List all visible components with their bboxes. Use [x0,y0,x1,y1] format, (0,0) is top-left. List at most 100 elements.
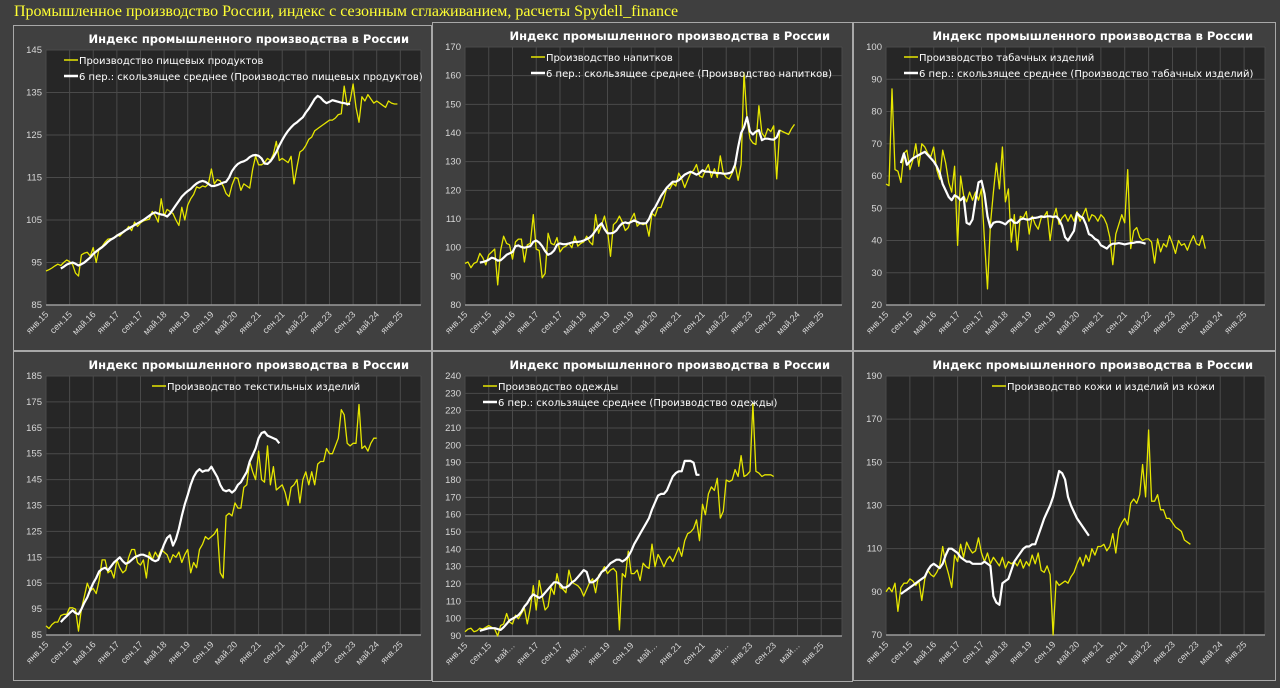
x-tick-label: май.24 [1197,309,1224,336]
y-tick-label: 120 [445,579,461,590]
y-tick-label: 200 [445,440,461,451]
y-tick-label: 70 [871,139,882,150]
chart-panel-food: янв.15 сен.15 май.16 янв.17 сен.17 май.18 янв.… [13,25,432,351]
x-tick-label: май.16 [490,309,517,336]
legend-label: Производство пищевых продуктов [79,56,264,67]
y-tick-label: 135 [26,88,42,99]
x-tick-label: сен.23 [331,639,357,665]
x-tick-label: сен.23 [1175,309,1201,335]
chart-panel-textiles: янв.15 сен.15 май.16 янв.17 сен.17 май.18 янв.… [13,351,432,681]
x-tick-label: май.20 [212,639,239,666]
x-tick-label: сен.23 [752,309,778,335]
plot-area [465,47,842,305]
y-tick-label: 130 [445,157,461,168]
x-tick-label: сен.15 [888,309,914,335]
y-tick-label: 190 [445,458,461,469]
x-tick-label: сен.15 [888,639,914,665]
y-tick-label: 90 [871,587,882,598]
y-tick-label: 95 [31,258,42,269]
x-tick-label: янв.21 [657,309,683,335]
y-tick-label: 165 [26,423,42,434]
y-tick-label: 125 [26,526,42,537]
x-tick-label: янв.25 [799,309,825,335]
x-tick-label: сен.15 [467,309,493,335]
x-tick-label: сен.17 [119,639,145,665]
x-tick-label: май.22 [283,639,310,666]
x-tick-label: янв.25 [1222,309,1248,335]
x-tick-label: сен.19 [190,309,216,335]
chart-title: Индекс промышленного производства в Росс… [510,29,830,43]
x-tick-label: янв.23 [308,309,334,335]
x-tick-label: янв.17 [514,640,540,666]
x-tick-label: май.16 [911,309,938,336]
chart-panel-beverages: янв.15 сен.15 май.16 янв.17 сен.17 май.18 янв.… [432,22,853,351]
x-tick-label: янв.21 [237,639,263,665]
y-tick-label: 170 [866,414,882,425]
y-tick-label: 190 [866,371,882,382]
x-tick-label: сен.17 [538,309,564,335]
y-tick-label: 150 [445,99,461,110]
x-tick-label: янв.21 [657,640,683,666]
y-tick-label: 115 [27,173,42,184]
x-tick-label: май.22 [1126,639,1153,666]
chart-leather: янв.15сен.15май.16янв.17сен.17май.18янв.… [864,358,1266,667]
x-tick-label: май… [563,640,588,665]
x-tick-label: сен.17 [538,640,564,666]
chart-food: янв.15сен.15май.16янв.17сен.17май.18янв.… [24,32,423,337]
x-tick-label: сен.15 [48,639,74,665]
y-tick-label: 120 [445,185,461,196]
x-tick-label: сен.23 [1175,639,1201,665]
y-tick-label: 210 [445,423,461,434]
x-tick-label: сен.19 [609,309,635,335]
y-tick-label: 85 [31,630,42,641]
chart-beverages: янв.15сен.15май.16янв.17сен.17май.18янв.… [443,29,843,337]
x-tick-label: сен.15 [48,309,74,335]
x-tick-label: сен.21 [260,309,286,335]
x-tick-label: янв.23 [1151,639,1177,665]
y-tick-label: 110 [446,596,461,607]
x-tick-label: май.16 [911,639,938,666]
x-tick-label: май.24 [1197,639,1224,666]
x-tick-label: сен.23 [331,309,357,335]
legend-label: Производство напитков [546,53,673,64]
x-tick-label: май.22 [283,309,310,336]
x-tick-label: янв.23 [728,309,754,335]
y-tick-label: 140 [445,544,461,555]
y-tick-label: 185 [26,371,42,382]
y-tick-label: 80 [871,107,882,118]
y-tick-label: 240 [445,371,461,382]
x-tick-label: сен.19 [609,640,635,666]
y-tick-label: 110 [446,214,461,225]
y-tick-label: 90 [871,74,882,85]
y-tick-label: 170 [445,42,461,53]
x-tick-label: сен.21 [1103,639,1129,665]
y-tick-label: 30 [871,268,882,279]
x-tick-label: янв.15 [864,639,890,665]
x-tick-label: янв.19 [586,640,612,666]
x-tick-label: май.20 [632,309,659,336]
x-tick-label: янв.17 [514,309,540,335]
x-tick-label: май.18 [141,309,168,336]
y-tick-label: 180 [445,475,461,486]
y-tick-label: 145 [26,45,42,56]
x-tick-label: сен.19 [1031,309,1057,335]
x-tick-label: сен.21 [681,309,707,335]
series-line-moving-average [899,150,1146,250]
x-tick-label: янв.19 [166,309,192,335]
series-line-moving-average [59,430,281,623]
x-tick-label: янв.25 [378,309,404,335]
x-tick-label: янв.23 [1151,309,1177,335]
y-tick-label: 95 [31,604,42,615]
x-tick-label: янв.17 [936,309,962,335]
y-tick-label: 125 [26,130,42,141]
x-tick-label: май.22 [1126,309,1153,336]
x-tick-label: янв.15 [24,309,50,335]
chart-tobacco: янв.15сен.15май.16янв.17сен.17май.18янв.… [864,29,1266,337]
y-tick-label: 145 [26,475,42,486]
y-tick-label: 130 [445,562,461,573]
x-tick-label: янв.15 [443,640,469,666]
x-tick-label: сен.17 [960,309,986,335]
x-tick-label: май… [777,640,802,665]
y-tick-label: 110 [867,544,882,555]
x-tick-label: янв.23 [728,640,754,666]
